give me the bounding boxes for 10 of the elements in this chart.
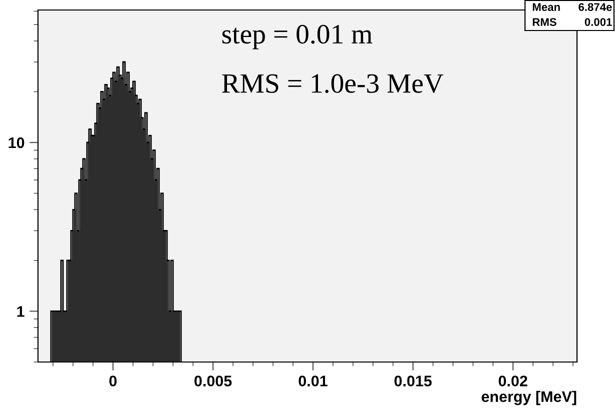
y-tick-label: 10 xyxy=(8,137,24,148)
annotation: RMS = 1.0e-3 MeV xyxy=(222,74,444,94)
x-axis-title: energy [MeV] xyxy=(482,390,576,406)
x-tick-label: 0.01 xyxy=(298,376,328,386)
x-tick-label: 0 xyxy=(109,376,117,386)
annotation: step = 0.01 m xyxy=(222,24,372,50)
x-tick-label: 0.02 xyxy=(498,376,528,386)
x-tick-label: 0.015 xyxy=(394,376,432,386)
y-tick-label: 1 xyxy=(17,306,24,317)
x-tick-label: 0.005 xyxy=(194,376,232,386)
